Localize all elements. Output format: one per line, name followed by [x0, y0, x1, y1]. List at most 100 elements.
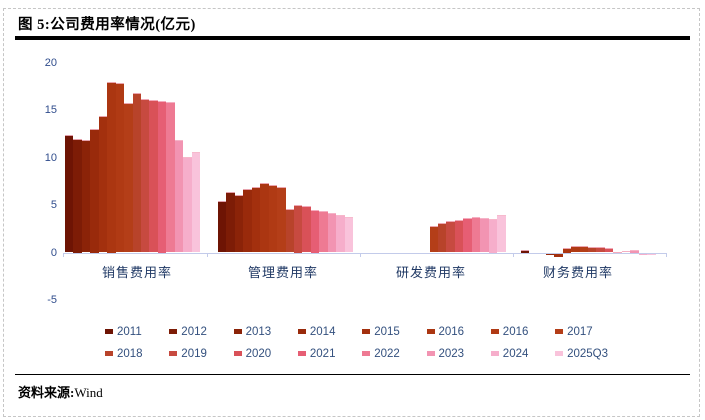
category-label-研发费用率: 研发费用率 [395, 265, 467, 280]
legend-item-2020: 2020 [233, 347, 272, 361]
legend-item-2017: 2017 [555, 325, 593, 339]
legend-year-label: 2024 [502, 347, 529, 360]
y-axis-tick-label: 20 [44, 56, 57, 69]
bar-管理费用率-2013 [234, 194, 244, 253]
legend-item-2013: 2013 [233, 325, 272, 339]
legend-item-2023: 2023 [426, 347, 464, 361]
x-axis-tick [666, 252, 668, 257]
bar-研发费用率-2021 [463, 218, 472, 253]
x-axis-tick [513, 252, 515, 257]
x-axis-tick [207, 252, 209, 257]
bar-管理费用率-2011 [218, 201, 227, 253]
legend-year-label: 2019 [181, 347, 207, 360]
y-axis-tick-label: 5 [50, 199, 57, 211]
legend-year-label: 2015 [374, 325, 400, 338]
legend-year-label: 2021 [309, 347, 336, 360]
bar-销售费用率-2014 [90, 129, 99, 253]
bar-销售费用率-2023 [174, 140, 184, 253]
legend-item-2025Q3: 2025Q3 [555, 347, 608, 361]
bar-销售费用率-2013 [81, 140, 91, 253]
legend-year-label: 2025Q3 [567, 347, 609, 360]
bar-研发费用率-2023 [480, 218, 489, 253]
bar-chart: 20 15 10 5 0 -5 销售费用率 管理费用率 研发费用率 财务费用率 [44, 56, 668, 306]
bar-管理费用率-2025Q3 [344, 217, 354, 253]
bar-财务费用率-2023 [630, 250, 639, 253]
bar-管理费用率-2023 [327, 212, 337, 253]
legend-item-2021: 2021 [297, 347, 336, 361]
bar-管理费用率-2021 [310, 209, 320, 253]
bar-销售费用率-2012 [73, 138, 82, 253]
legend-swatch [169, 351, 178, 356]
x-axis-tick [63, 252, 65, 257]
bar-销售费用率-2016 [115, 83, 125, 253]
bar-管理费用率-2014 [243, 188, 252, 253]
legend-year-label: 2017 [567, 325, 593, 338]
legend-item-2016: 2016 [426, 325, 465, 339]
legend-year-label: 2016 [502, 325, 529, 338]
bar-研发费用率-2022 [471, 217, 481, 253]
legend-swatch [555, 351, 564, 356]
legend-year-label: 2013 [245, 325, 272, 338]
legend-swatch [362, 351, 371, 356]
source-value: Wind [74, 385, 103, 400]
title-rule [15, 36, 690, 40]
bar-财务费用率-2011 [520, 250, 529, 253]
legend-item-2024: 2024 [490, 347, 529, 361]
legend-year-label: 2011 [117, 325, 142, 338]
legend-item-2012: 2012 [169, 325, 207, 339]
category-label-财务费用率: 财务费用率 [542, 265, 614, 280]
bar-销售费用率-2016 [107, 81, 116, 253]
bar-研发费用率-2025Q3 [497, 215, 506, 253]
category-label-管理费用率: 管理费用率 [247, 265, 319, 280]
bar-财务费用率-2019 [596, 247, 605, 253]
bar-销售费用率-2025Q3 [191, 151, 201, 253]
x-axis-line [63, 252, 667, 254]
source-line: 资料来源:Wind [18, 382, 103, 401]
legend-swatch [426, 351, 435, 356]
bar-财务费用率-2016 [571, 245, 580, 253]
legend-year-label: 2016 [438, 325, 465, 338]
source-label: 资料来源: [18, 385, 75, 400]
legend-swatch [490, 329, 499, 334]
bar-财务费用率-2020 [604, 248, 614, 253]
bar-财务费用率-2018 [588, 247, 597, 253]
x-axis-tick [360, 252, 362, 257]
legend-item-2019: 2019 [169, 347, 207, 361]
bar-销售费用率-2015 [98, 115, 108, 253]
y-axis-tick-label: 0 [50, 246, 57, 259]
legend-swatch [233, 329, 242, 334]
bar-研发费用率-2017 [429, 225, 439, 253]
legend-swatch [233, 351, 242, 356]
bar-研发费用率-2019 [446, 221, 455, 253]
bar-研发费用率-2020 [454, 220, 464, 253]
legend-year-label: 2020 [245, 347, 272, 360]
y-axis-tick-label: -5 [47, 294, 57, 306]
bar-管理费用率-2020 [302, 205, 311, 253]
bar-销售费用率-2011 [65, 134, 74, 253]
category-label-销售费用率: 销售费用率 [101, 265, 173, 280]
legend-swatch [490, 351, 499, 356]
bar-财务费用率-2022 [621, 250, 631, 253]
legend-item-2018: 2018 [105, 347, 143, 361]
bar-管理费用率-2012 [226, 191, 235, 253]
bar-管理费用率-2016 [268, 185, 278, 253]
bar-研发费用率-2024 [488, 219, 498, 253]
y-axis-tick-label: 10 [44, 151, 57, 164]
legend-item-2016: 2016 [490, 325, 529, 339]
figure-title: 图 5:公司费用率情况(亿元) [18, 17, 196, 33]
legend-swatch [297, 329, 306, 334]
legend-year-label: 2022 [374, 347, 400, 360]
legend-swatch [105, 329, 113, 334]
bar-销售费用率-2022 [166, 102, 175, 253]
legend-swatch [362, 329, 371, 334]
legend-swatch [555, 329, 564, 334]
bar-销售费用率-2021 [157, 100, 167, 253]
legend-item-2022: 2022 [362, 347, 400, 361]
legend-year-label: 2014 [309, 325, 336, 338]
legend-item-2011: 2011 [105, 325, 142, 339]
legend-item-2015: 2015 [362, 325, 400, 339]
bar-财务费用率-2025Q3 [647, 253, 656, 255]
bar-销售费用率-2024 [183, 156, 192, 253]
bar-管理费用率-2016 [260, 183, 269, 253]
